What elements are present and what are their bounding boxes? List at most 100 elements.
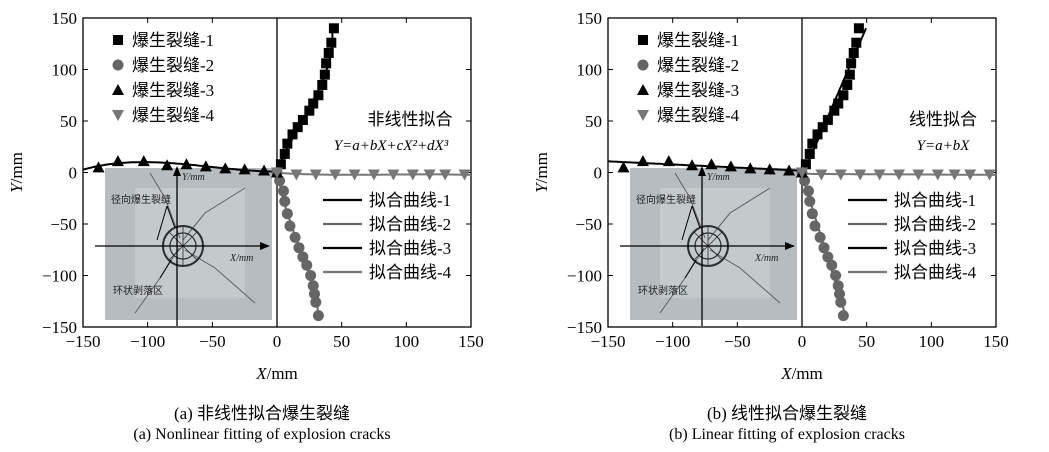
chart-b-legend-marker-2 <box>637 59 649 71</box>
chart-b-x-tick-label: 0 <box>798 332 807 351</box>
chart-b-fit-legend-label-3: 拟合曲线-3 <box>894 239 976 258</box>
inset-ring-spoke <box>693 245 709 261</box>
chart-b-series-1-point <box>853 23 864 34</box>
chart-a-series-2-point <box>310 296 322 308</box>
inset-crack-line <box>182 187 246 241</box>
chart-a-series-1-point <box>287 129 298 140</box>
chart-b-y-tick-label: −150 <box>567 318 602 337</box>
chart-b-series-4-point <box>912 169 925 181</box>
chart-b-series-2-point <box>802 185 814 197</box>
caption-a-en: (a) Nonlinear fitting of explosion crack… <box>133 426 391 443</box>
chart-b-legend-label-4: 爆生裂缝-4 <box>657 106 740 125</box>
caption-b-en: (b) Linear fitting of explosion cracks <box>669 426 905 443</box>
chart-a-series-2-point <box>284 220 296 232</box>
chart-a-series-2-point <box>301 259 313 271</box>
chart-b-series-4-point <box>931 169 944 181</box>
chart-a-series-3-point <box>111 155 124 167</box>
chart-a-series-2-point <box>312 310 324 322</box>
inset-label-y-axis: Y/mm <box>707 172 730 183</box>
chart-a-series-4-point <box>387 169 400 181</box>
chart-b-series-4-point <box>796 167 808 179</box>
inset-pointer-line <box>166 205 176 229</box>
chart-a-y-tick-label: 100 <box>52 61 78 80</box>
chart-b-x-tick-label: 50 <box>858 332 875 351</box>
chart-b-series-1-point <box>838 90 849 101</box>
chart-a-series-1-point <box>275 159 286 170</box>
chart-a-series-1-point <box>323 48 334 59</box>
inset-ring-spoke <box>168 231 184 247</box>
chart-b-series-1-point <box>842 79 853 90</box>
chart-a-x-axis-title: X/mm <box>255 364 298 383</box>
chart-b-fit-title: 线性拟合 <box>909 110 977 129</box>
chart-a-series-4-point <box>271 167 283 179</box>
chart-b-fit-formula: Y=a+bX <box>917 138 971 154</box>
chart-a-legend-label-4: 爆生裂缝-4 <box>132 106 215 125</box>
chart-b-series-3-point <box>763 163 776 175</box>
inset-crack-line <box>709 249 781 304</box>
chart-b-x-tick-label: −150 <box>590 332 625 351</box>
chart-a-series-4-point <box>458 169 471 181</box>
inset-crack-line <box>184 249 256 304</box>
chart-b-legend-marker-3 <box>637 84 649 95</box>
chart-b-fit-legend-label-1: 拟合曲线-1 <box>894 191 976 210</box>
inset-label-x-axis: X/mm <box>754 253 778 264</box>
inset-ring-spoke <box>168 245 184 261</box>
chart-b-series-2-point <box>818 242 830 254</box>
chart-a-series-4-point <box>309 169 322 181</box>
chart-a-legend-marker-2 <box>112 59 124 71</box>
inset-crack-line <box>149 172 181 239</box>
chart-a-x-tick-label: −100 <box>130 332 165 351</box>
chart-a-x-tick-label: 150 <box>458 332 484 351</box>
chart-a-fit-legend-label-2: 拟合曲线-2 <box>369 215 451 234</box>
chart-b-series-1-point <box>800 159 811 170</box>
inset-crack-line <box>707 187 771 241</box>
chart-a-series-4-point <box>423 169 436 181</box>
chart-a-series-1-point <box>328 23 339 34</box>
chart-b-series-1-point <box>804 148 815 159</box>
chart-a-x-tick-label: 50 <box>333 332 350 351</box>
chart-a-x-tick-label: 100 <box>394 332 420 351</box>
chart-b-series-4-point <box>893 169 905 181</box>
chart-b-series-4-point <box>815 169 828 181</box>
chart-b-series-4-point <box>854 169 867 181</box>
chart-a-series-1-point <box>308 98 319 109</box>
chart-a-series-3-point <box>238 163 251 175</box>
chart-b-y-tick-label: 150 <box>577 9 603 28</box>
chart-b-x-axis-title: X/mm <box>780 364 823 383</box>
inset-label-y-axis: Y/mm <box>182 172 205 183</box>
chart-b-y-tick-label: 100 <box>577 61 603 80</box>
chart-a-series-1-point <box>313 90 324 101</box>
chart-a-series-3-point <box>137 155 150 167</box>
chart-b-x-tick-label: 100 <box>919 332 945 351</box>
chart-b-series-2-point <box>832 280 844 292</box>
inset-pointer-line <box>691 205 701 229</box>
chart-a-x-tick-label: −150 <box>65 332 100 351</box>
chart-b-series-4-point <box>948 169 961 181</box>
inset-pointer-line <box>159 259 172 279</box>
chart-b-series-1-point <box>822 114 833 125</box>
chart-b-series-1-point <box>829 105 840 116</box>
chart-b-y-tick-label: 50 <box>585 112 602 131</box>
chart-a-series-1-point <box>282 138 293 149</box>
inset-label-x-axis: X/mm <box>229 253 253 264</box>
chart-b-series-4-point <box>834 169 847 181</box>
chart-b-series-2-point <box>826 259 838 271</box>
inset-crack-line <box>674 172 706 239</box>
inset-ring-spoke <box>182 231 198 247</box>
chart-b-series-3-point <box>724 160 737 172</box>
chart-b-series-2-point <box>830 270 842 281</box>
chart-a-y-tick-label: −150 <box>42 318 77 337</box>
chart-b-series-3-point <box>636 155 649 167</box>
chart-b-series-3-point <box>686 159 699 171</box>
inset-ring-spoke <box>693 231 709 247</box>
chart-a-fit-legend-label-1: 拟合曲线-1 <box>369 191 451 210</box>
chart-b-series-4-point <box>964 169 977 181</box>
chart-b-x-tick-label: 150 <box>983 332 1009 351</box>
chart-a-series-3-point <box>180 158 193 170</box>
chart-b-legend-label-3: 爆生裂缝-3 <box>657 81 739 100</box>
chart-b-series-1-point <box>851 37 862 48</box>
inset-photo-patch <box>135 188 245 298</box>
